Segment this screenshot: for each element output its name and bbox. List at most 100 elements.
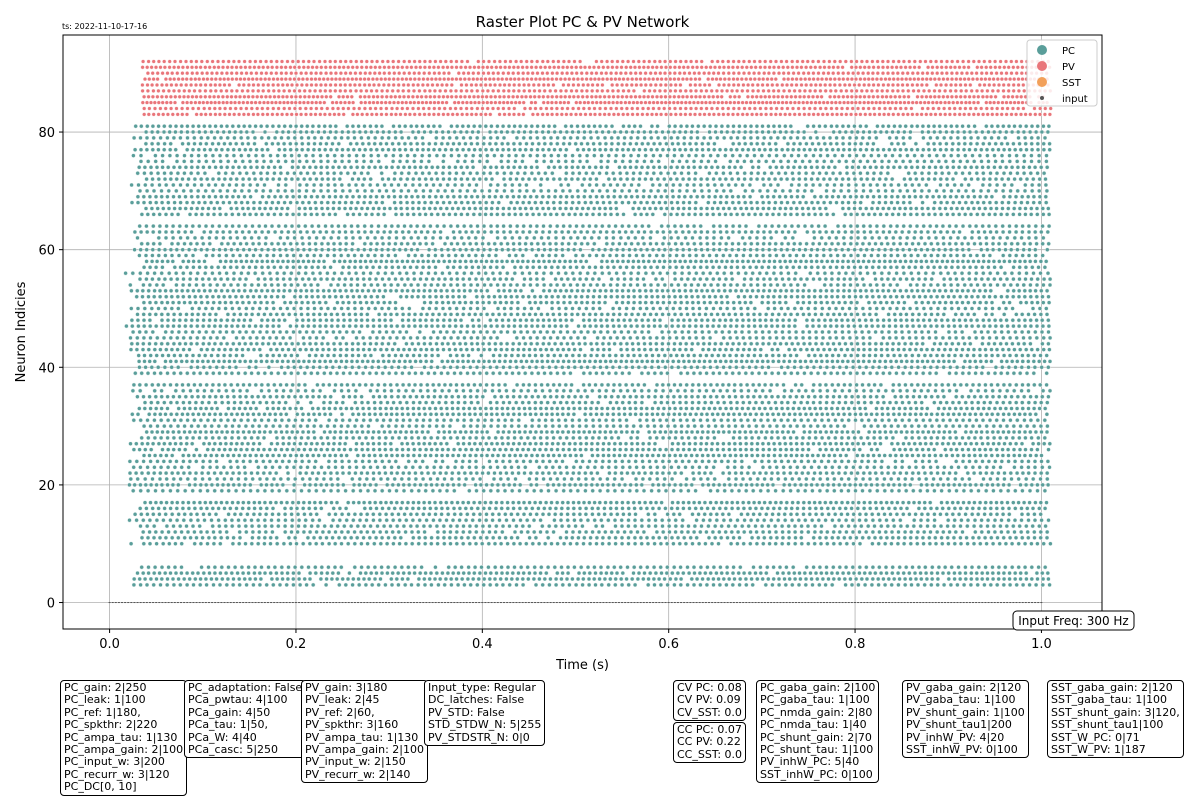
spike-dot — [400, 500, 405, 505]
spike-dot — [672, 470, 678, 476]
spike-dot — [619, 353, 625, 358]
spike-dot — [1031, 406, 1037, 411]
spike-dot — [1036, 435, 1041, 441]
spike-dot — [935, 435, 940, 441]
spike-dot — [557, 465, 562, 470]
spike-dot — [368, 506, 373, 511]
spike-dot — [547, 365, 552, 370]
spike-dot — [212, 418, 217, 423]
spike-dot — [1001, 576, 1007, 582]
spike-dot — [765, 412, 770, 417]
spike-dot — [708, 570, 713, 576]
spike-dot — [262, 371, 267, 376]
spike-dot — [394, 418, 400, 423]
spike-dot — [241, 500, 246, 505]
spike-dot — [366, 565, 371, 570]
spike-dot — [152, 359, 158, 364]
spike-dot — [920, 429, 926, 435]
spike-dot — [330, 535, 335, 540]
spike-dot — [209, 353, 214, 358]
spike-dot — [813, 435, 818, 441]
spike-dot — [628, 435, 634, 441]
spike-dot — [336, 535, 342, 540]
spike-dot — [377, 441, 382, 446]
spike-dot — [394, 382, 400, 388]
spike-dot — [988, 582, 993, 588]
spike-dot — [895, 570, 901, 576]
spike-dot — [946, 570, 951, 576]
spike-dot — [916, 353, 921, 358]
spike-dot — [192, 476, 198, 482]
spike-dot — [779, 406, 785, 411]
spike-dot — [650, 353, 655, 358]
spike-dot — [800, 394, 805, 399]
spike-dot — [228, 506, 233, 511]
spike-dot — [495, 423, 501, 429]
spike-dot — [810, 453, 815, 458]
spike-dot — [789, 506, 794, 511]
spike-dot — [811, 565, 816, 570]
spike-dot — [236, 576, 242, 582]
spike-dot — [262, 488, 268, 493]
spike-dot — [269, 523, 274, 529]
spike-dot — [729, 529, 734, 535]
spike-dot — [831, 365, 836, 370]
spike-dot — [818, 394, 823, 399]
spike-dot — [958, 576, 963, 582]
spike-dot — [236, 453, 242, 458]
spike-dot — [489, 441, 494, 446]
spike-dot — [598, 565, 604, 570]
spike-dot — [378, 453, 383, 458]
spike-dot — [455, 365, 460, 370]
spike-dot — [521, 570, 526, 576]
spike-dot — [306, 412, 311, 417]
spike-dot — [485, 429, 490, 435]
spike-dot — [435, 435, 440, 441]
spike-dot — [407, 418, 413, 423]
spike-dot — [891, 482, 897, 488]
spike-dot — [366, 429, 371, 435]
spike-dot — [757, 470, 763, 476]
spike-dot — [604, 423, 610, 429]
spike-dot — [1007, 582, 1013, 588]
spike-dot — [1044, 371, 1049, 376]
spike-dot — [546, 535, 551, 540]
spike-dot — [1035, 576, 1040, 582]
spike-dot — [522, 412, 528, 417]
spike-dot — [639, 406, 644, 411]
spike-dot — [1016, 500, 1021, 505]
spike-dot — [600, 371, 605, 376]
spike-dot — [376, 359, 381, 364]
spike-dot — [984, 465, 989, 470]
spike-dot — [481, 465, 486, 470]
spike-dot — [594, 371, 599, 376]
spike-dot — [447, 423, 453, 429]
spike-dot — [660, 388, 666, 393]
spike-dot — [168, 400, 174, 405]
spike-dot — [999, 459, 1004, 464]
spike-dot — [559, 523, 565, 529]
spike-dot — [555, 447, 560, 452]
spike-dot — [646, 523, 651, 529]
spike-dot — [177, 394, 182, 399]
spike-dot — [995, 429, 1001, 435]
spike-dot — [614, 506, 619, 511]
spike-dot — [1044, 429, 1050, 435]
spike-dot — [511, 406, 516, 411]
spike-dot — [1006, 488, 1011, 493]
spike-dot — [730, 371, 735, 376]
spike-dot — [753, 523, 758, 529]
spike-dot — [462, 453, 467, 458]
spike-dot — [659, 500, 664, 505]
spike-dot — [895, 500, 900, 505]
spike-dot — [467, 406, 472, 411]
spike-dot — [905, 394, 910, 399]
spike-dot — [372, 576, 378, 582]
spike-dot — [132, 482, 137, 488]
spike-dot — [983, 353, 989, 358]
spike-dot — [587, 541, 593, 546]
spike-dot — [467, 412, 472, 417]
spike-dot — [240, 570, 246, 576]
spike-dot — [226, 488, 231, 493]
spike-dot — [317, 518, 322, 523]
